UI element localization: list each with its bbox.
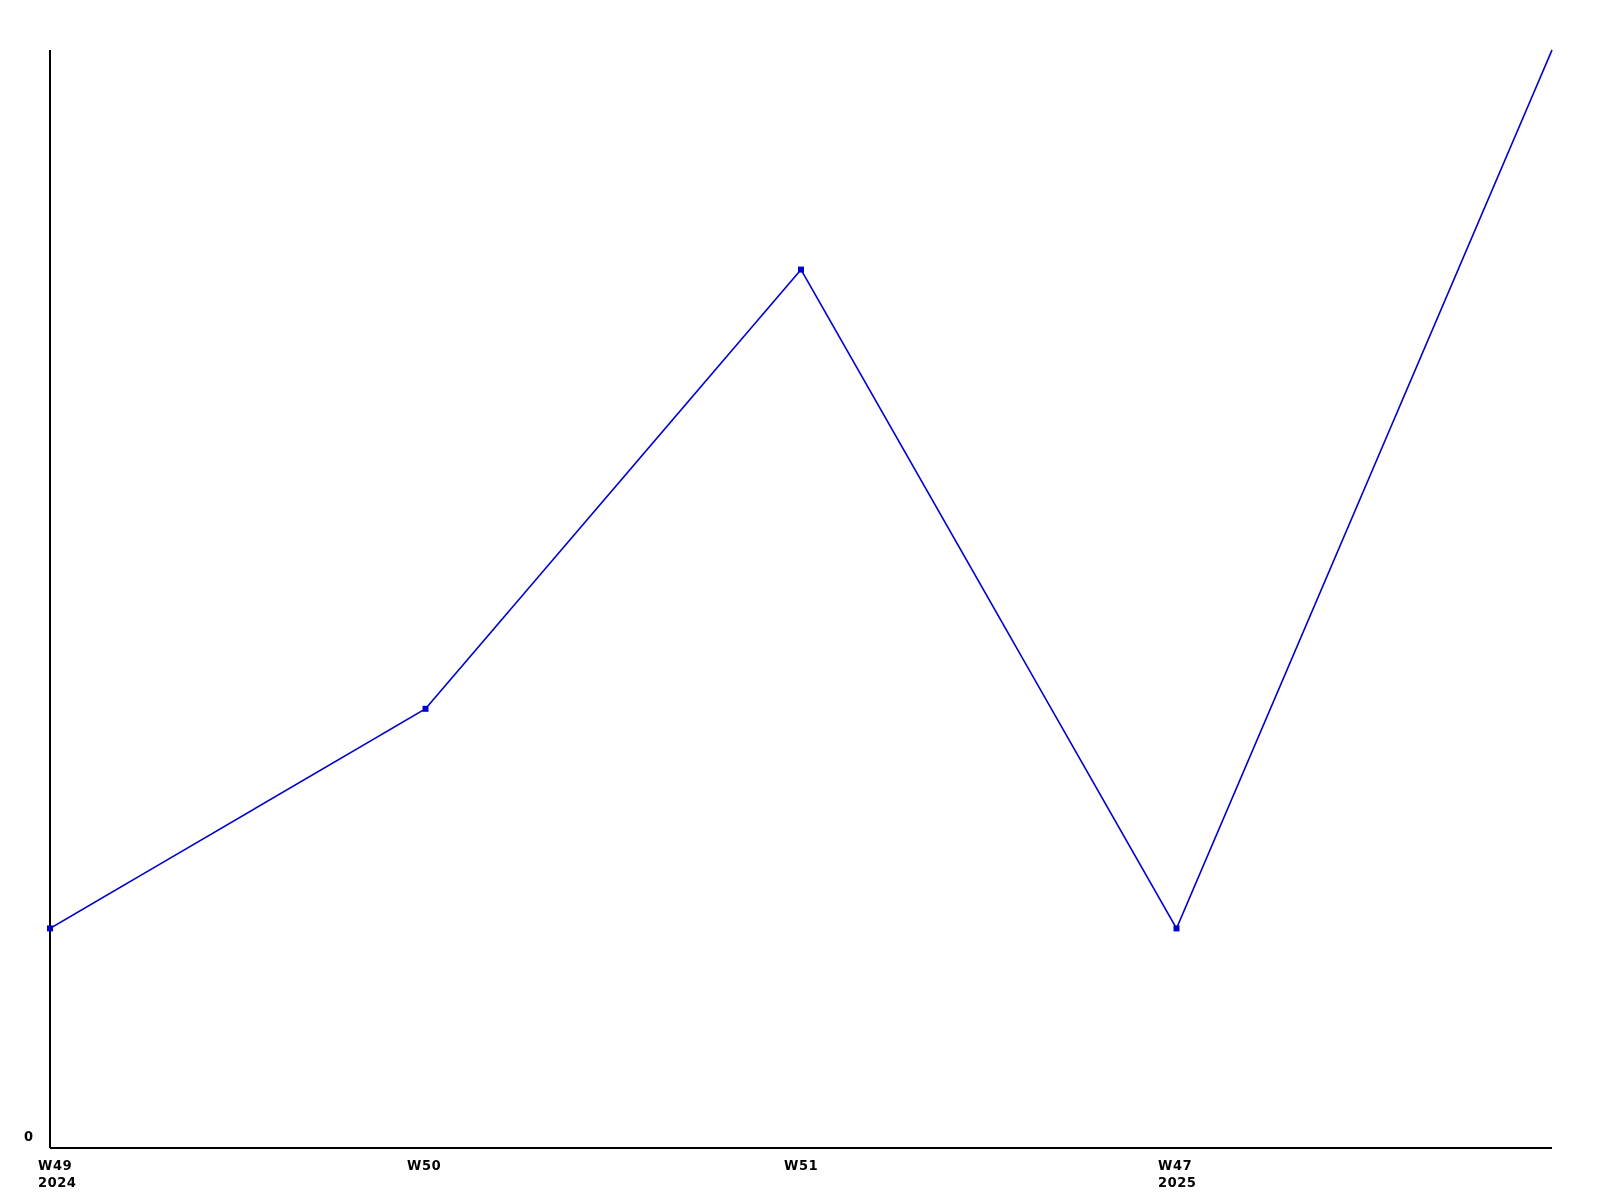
series-data-point: [47, 925, 53, 932]
x-tick-label-w51: W51: [784, 1158, 818, 1175]
x-tick-label-w50: W50: [407, 1158, 441, 1175]
x-tick-label-w47: W47 2025: [1158, 1158, 1197, 1192]
x-tick-label-w49-week: W49: [38, 1159, 73, 1174]
x-tick-label-w47-week: W47: [1158, 1159, 1193, 1174]
x-tick-label-w49-year: 2024: [38, 1176, 77, 1191]
series-data-point: [1173, 925, 1180, 932]
series-markers-1: [47, 266, 1180, 932]
series-data-point: [798, 266, 804, 273]
y-axis-zero-label: 0: [24, 1130, 34, 1145]
x-tick-label-w51-week: W51: [784, 1159, 819, 1174]
x-tick-label-w47-year: 2025: [1158, 1176, 1197, 1191]
x-tick-label-w49: W49 2024: [38, 1158, 77, 1192]
series-data-point: [422, 705, 429, 712]
x-tick-label-w50-week: W50: [407, 1159, 442, 1174]
